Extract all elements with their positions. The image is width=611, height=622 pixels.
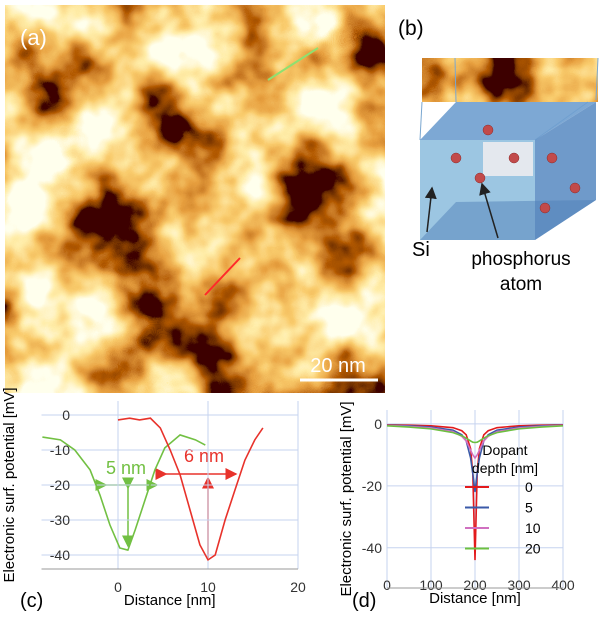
line-series: [118, 418, 263, 560]
panel-label: (a): [20, 25, 47, 50]
y-tick-label: -40: [50, 547, 70, 563]
x-axis-label: Distance [nm]: [429, 590, 521, 607]
panel-b: (b) Si phosphorus atom: [398, 17, 598, 295]
x-tick-label: 20: [290, 579, 306, 595]
y-tick-label: -40: [362, 540, 382, 556]
annotations: 5 nm 6 nm: [106, 446, 236, 558]
legend-label: 0: [525, 479, 533, 495]
box-inner: [483, 142, 533, 176]
x-tick-label: 400: [551, 577, 575, 593]
panel-label: (d): [352, 590, 376, 612]
y-tick-label: 0: [62, 407, 70, 423]
stm-image: [5, 5, 385, 393]
y-tick-label: -20: [362, 478, 382, 494]
scale-label: 20 nm: [310, 355, 366, 377]
legend-title: depth [nm]: [472, 460, 538, 476]
dopant-label: atom: [500, 274, 542, 295]
y-tick-label: -30: [50, 512, 70, 528]
surface-image: [422, 58, 598, 102]
legend-label: 10: [525, 520, 541, 536]
panel-label: (c): [20, 590, 43, 612]
y-axis-label: Electronic surf. potential [mV]: [1, 387, 18, 582]
x-tick-label: 0: [114, 579, 122, 595]
panel-label: (b): [398, 17, 424, 40]
si-label: Si: [412, 239, 430, 261]
x-tick-label: 0: [383, 577, 391, 593]
legend-label: 5: [525, 500, 533, 516]
panel-a: 20 nm (a): [5, 5, 385, 393]
y-tick-label: 0: [374, 416, 382, 432]
y-tick-label: -20: [50, 477, 70, 493]
dopant-label: phosphorus: [471, 249, 570, 270]
figure: 20 nm (a) (b) Si phosphorus atom 5 nm 6 …: [0, 0, 611, 617]
legend-title: Dopant: [482, 442, 527, 458]
y-axis-label: Electronic surf. potential [mV]: [338, 401, 355, 596]
annotation: 5 nm: [106, 458, 146, 478]
annotation: 6 nm: [184, 446, 224, 466]
x-axis-label: Distance [nm]: [124, 592, 216, 609]
legend-label: 20: [525, 541, 541, 557]
